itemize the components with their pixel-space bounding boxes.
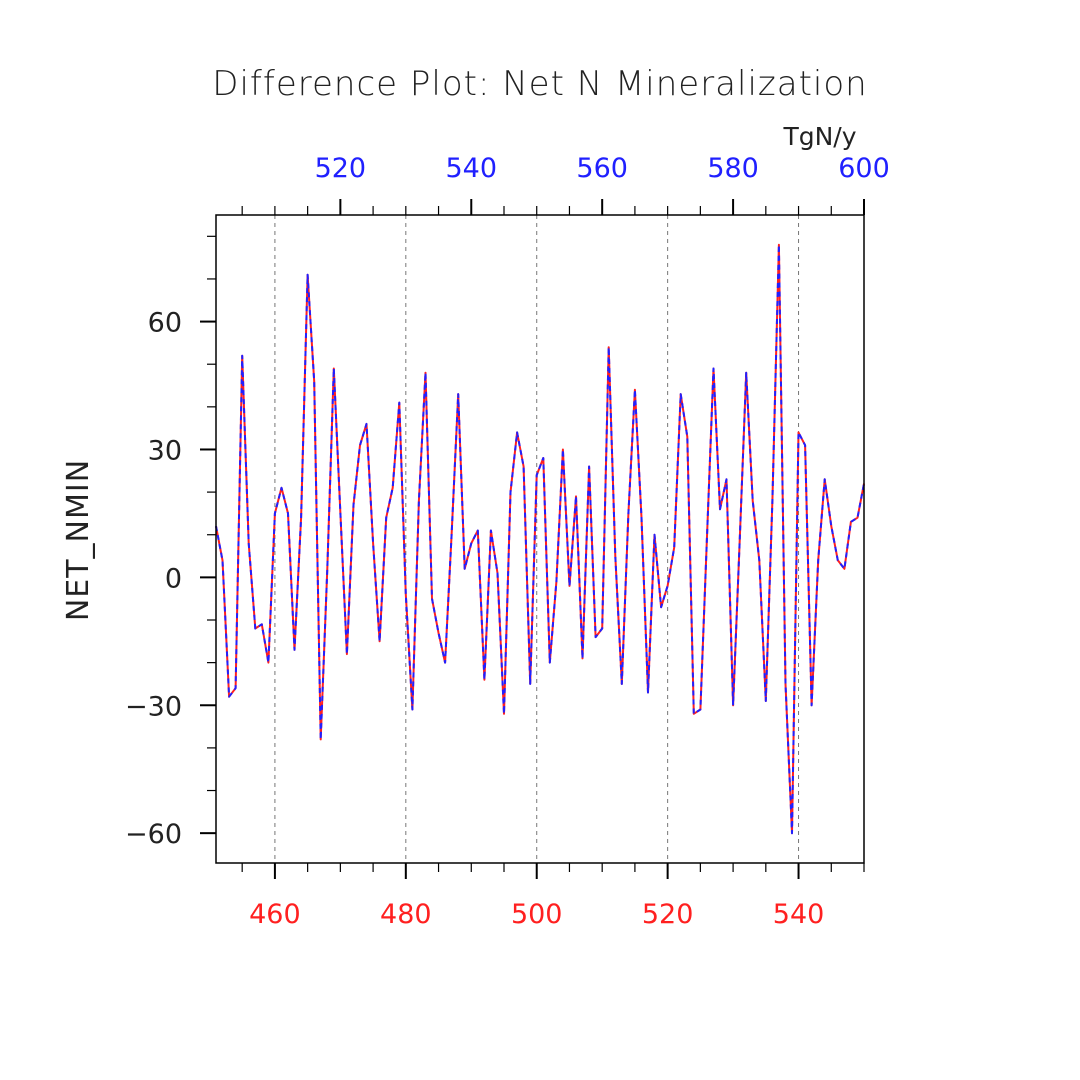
- top-tick-label-2: 560: [576, 153, 628, 184]
- bottom-tick-label-4: 540: [773, 899, 825, 930]
- series-line-case2: [215, 243, 865, 835]
- top-tick-label-3: 580: [707, 153, 759, 184]
- units-label: TgN/y: [782, 122, 856, 151]
- plot-frame: [215, 214, 865, 864]
- chart-title: Difference Plot: Net N Mineralization: [212, 64, 867, 104]
- series-line-case1: [215, 243, 865, 835]
- y-tick-label-1: −30: [125, 691, 182, 722]
- top-tick-label-4: 600: [838, 153, 890, 184]
- y-axis-label: NET_NMIN: [61, 459, 96, 621]
- bottom-tick-label-1: 480: [380, 899, 432, 930]
- axis-ticks: [200, 199, 865, 879]
- top-tick-label-1: 540: [445, 153, 497, 184]
- top-tick-label-0: 520: [315, 153, 367, 184]
- bottom-tick-label-2: 500: [511, 899, 563, 930]
- bottom-tick-label-3: 520: [642, 899, 694, 930]
- y-tick-label-3: 30: [148, 435, 182, 466]
- y-tick-label-0: −60: [125, 819, 182, 850]
- data-series: [215, 243, 865, 835]
- grid-lines: [274, 215, 800, 863]
- y-tick-label-2: 0: [165, 563, 182, 594]
- y-tick-label-4: 60: [148, 308, 182, 339]
- bottom-tick-label-0: 460: [249, 899, 301, 930]
- tick-labels: 460 480 500 520 540 520 540 560 580 600 −60 −30 0 30 6…: [125, 153, 890, 930]
